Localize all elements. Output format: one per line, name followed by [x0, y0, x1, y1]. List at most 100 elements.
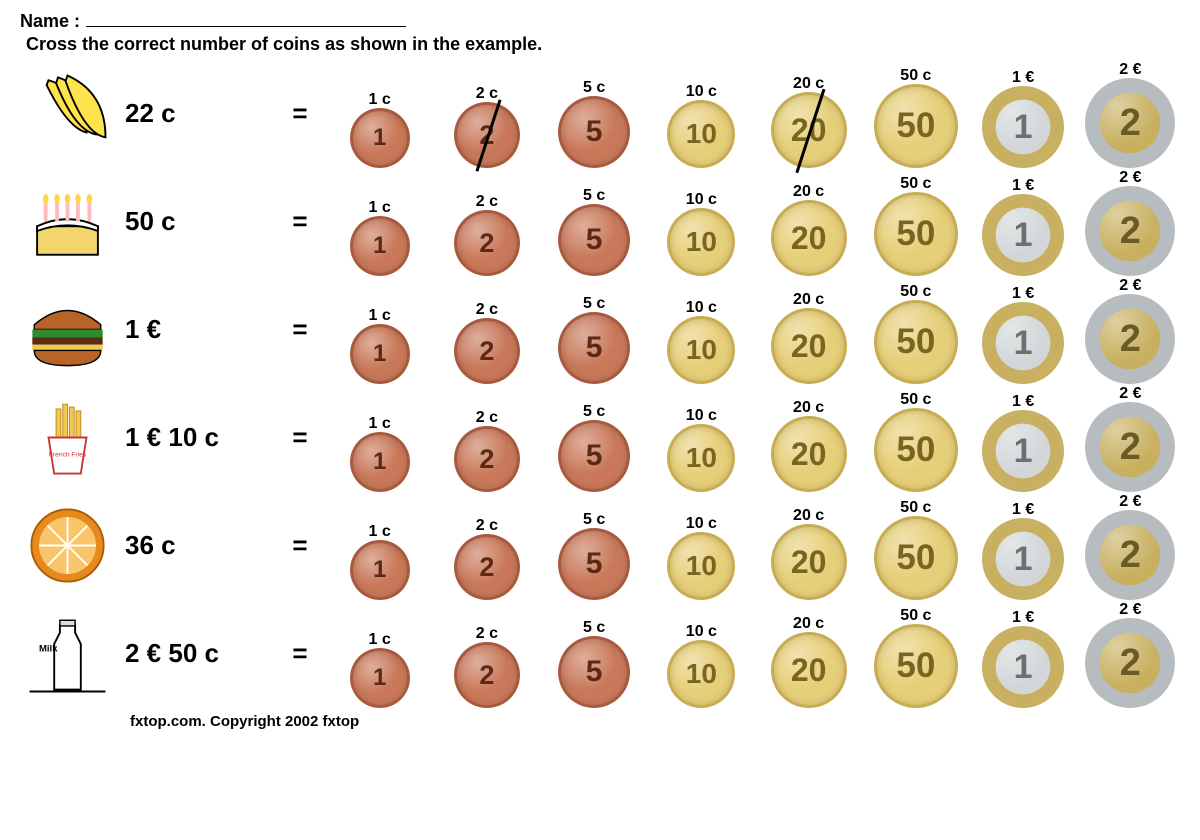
- coin-2e[interactable]: 2: [1088, 189, 1172, 273]
- coin-50c[interactable]: 50: [877, 411, 955, 489]
- coin-10c[interactable]: 10: [670, 103, 732, 165]
- coin-1e[interactable]: 1: [985, 305, 1061, 381]
- coin-1e[interactable]: 1: [985, 629, 1061, 705]
- coin-column: 5 c5: [545, 187, 644, 273]
- coin-column: 1 c1: [330, 415, 429, 489]
- coin-1c[interactable]: 1: [353, 111, 407, 165]
- coin-1c[interactable]: 1: [353, 327, 407, 381]
- coin-label: 20 c: [793, 183, 824, 201]
- item-cell: Milk 2 € 50 c: [20, 606, 270, 701]
- coin-column: 5 c5: [545, 79, 644, 165]
- coin-1e[interactable]: 1: [985, 413, 1061, 489]
- svg-text:French Fries: French Fries: [49, 451, 87, 458]
- coin-2c[interactable]: 2: [457, 321, 517, 381]
- coin-column: 1 c1: [330, 307, 429, 381]
- coin-10c[interactable]: 10: [670, 211, 732, 273]
- coin-column: 10 c10: [652, 299, 751, 381]
- coin-50c[interactable]: 50: [877, 87, 955, 165]
- coin-column: 2 €2: [1081, 277, 1180, 381]
- coin-label: 20 c: [793, 75, 824, 93]
- coin-column: 10 c 10: [652, 191, 751, 273]
- coin-1c[interactable]: 1: [353, 219, 407, 273]
- coin-1c[interactable]: 1: [353, 543, 407, 597]
- coin-column: 5 c5: [545, 295, 644, 381]
- coin-column: 2 €2: [1081, 61, 1180, 165]
- milk-icon: Milk: [20, 606, 115, 701]
- coin-20c[interactable]: 20: [774, 635, 844, 705]
- coin-label: 2 c: [476, 193, 498, 211]
- coin-5c[interactable]: 5: [561, 531, 627, 597]
- coin-label: 5 c: [583, 79, 605, 97]
- coin-2e[interactable]: 2: [1088, 405, 1172, 489]
- coin-label: 1 c: [369, 415, 391, 433]
- coin-2c[interactable]: 2: [457, 537, 517, 597]
- coin-2e[interactable]: 2: [1088, 513, 1172, 597]
- equals-sign: =: [270, 314, 330, 345]
- coin-2e[interactable]: 2: [1088, 621, 1172, 705]
- coin-20c[interactable]: 20: [774, 527, 844, 597]
- coin-10c[interactable]: 10: [670, 319, 732, 381]
- coin-5c[interactable]: 5: [561, 207, 627, 273]
- coin-label: 2 €: [1119, 169, 1141, 187]
- coin-label: 20 c: [793, 615, 824, 633]
- item-cell: French Fries1 € 10 c: [20, 390, 270, 485]
- coin-column: 20 c20: [759, 507, 858, 597]
- instruction-text: Cross the correct number of coins as sho…: [26, 34, 1180, 55]
- equals-sign: =: [270, 206, 330, 237]
- coin-label: 1 €: [1012, 609, 1034, 627]
- coin-5c[interactable]: 5: [561, 315, 627, 381]
- coin-10c[interactable]: 10: [670, 535, 732, 597]
- coin-1e[interactable]: 1: [985, 197, 1061, 273]
- coin-2e[interactable]: 2: [1088, 81, 1172, 165]
- coin-10c[interactable]: 10: [670, 643, 732, 705]
- coin-5c[interactable]: 5: [561, 423, 627, 489]
- coin-label: 5 c: [583, 619, 605, 637]
- coins-row: 1 c12 c25 c510 c1020 c2050 c501 €12 €2: [330, 169, 1180, 273]
- coin-column: 10 c 10: [652, 623, 751, 705]
- name-label: Name :: [20, 11, 80, 32]
- coin-1e[interactable]: 1: [985, 89, 1061, 165]
- exercise-row: 50 c=1 c12 c25 c510 c1020 c2050 c501 €12…: [20, 167, 1180, 275]
- coin-label: 50 c: [900, 283, 931, 301]
- coin-2c[interactable]: 2: [457, 645, 517, 705]
- item-price: 2 € 50 c: [125, 638, 219, 669]
- coin-5c[interactable]: 5: [561, 639, 627, 705]
- name-input-line[interactable]: [86, 10, 406, 27]
- coin-50c[interactable]: 50: [877, 303, 955, 381]
- coin-column: 50 c50: [866, 175, 965, 273]
- coin-20c[interactable]: 20: [774, 311, 844, 381]
- coin-label: 10 c: [686, 623, 717, 641]
- coin-column: 2 c2: [437, 301, 536, 381]
- bananas-icon: [20, 66, 115, 161]
- coin-50c[interactable]: 50: [877, 195, 955, 273]
- coin-column: 5 c5: [545, 403, 644, 489]
- coin-label: 50 c: [900, 607, 931, 625]
- coin-2e[interactable]: 2: [1088, 297, 1172, 381]
- coin-column: 2 c2: [437, 193, 536, 273]
- equals-sign: =: [270, 530, 330, 561]
- coin-label: 1 €: [1012, 69, 1034, 87]
- coin-2c[interactable]: 2: [457, 213, 517, 273]
- exercise-row: Milk2 € 50 c=1 c12 c25 c510 c1020 c2050 …: [20, 599, 1180, 707]
- coin-column: 50 c50: [866, 67, 965, 165]
- coin-5c[interactable]: 5: [561, 99, 627, 165]
- coin-label: 1 c: [369, 199, 391, 217]
- coin-50c[interactable]: 50: [877, 627, 955, 705]
- coin-10c[interactable]: 10: [670, 427, 732, 489]
- coin-2c[interactable]: 2: [457, 429, 517, 489]
- coin-20c[interactable]: 20: [774, 419, 844, 489]
- coin-column: 50 c50: [866, 499, 965, 597]
- coin-1c[interactable]: 1: [353, 435, 407, 489]
- coin-column: 1 c1: [330, 91, 429, 165]
- item-cell: 36 c: [20, 498, 270, 593]
- coin-column: 2 c2: [437, 85, 536, 165]
- coin-1e[interactable]: 1: [985, 521, 1061, 597]
- coin-50c[interactable]: 50: [877, 519, 955, 597]
- coin-column: 1 €1: [974, 393, 1073, 489]
- coin-20c[interactable]: 20: [774, 203, 844, 273]
- coin-column: 1 €1: [974, 177, 1073, 273]
- coin-1c[interactable]: 1: [353, 651, 407, 705]
- coins-row: 1 c12 c25 c510 c1020 c2050 c501 €12 €2: [330, 277, 1180, 381]
- coin-label: 10 c: [686, 191, 717, 209]
- coin-label: 20 c: [793, 291, 824, 309]
